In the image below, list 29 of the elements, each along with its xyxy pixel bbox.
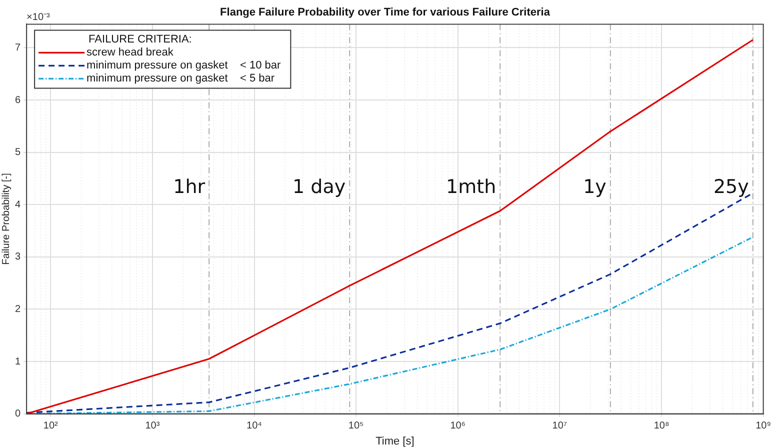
y-tick-label: 2	[15, 304, 21, 315]
legend-label: minimum pressure on gasket < 10 bar	[86, 60, 282, 72]
ref-line-label: 1y	[583, 176, 606, 198]
y-tick-label: 7	[15, 42, 21, 54]
x-axis-title: Time [s]	[376, 435, 414, 448]
x-tick-label: 10⁹	[756, 420, 771, 432]
legend-title: FAILURE CRITERIA:	[88, 34, 192, 46]
ref-line-label: 1hr	[173, 176, 206, 198]
legend-label: screw head break	[86, 46, 174, 59]
y-axis-title: Failure Probability [-]	[0, 172, 12, 265]
y-tick-label: 1	[15, 356, 21, 368]
x-tick-label: 10⁴	[246, 420, 262, 432]
y-tick-label: 4	[15, 199, 21, 210]
ref-line-label: 25y	[713, 176, 749, 198]
ref-line-label: 1mth	[446, 176, 496, 198]
y-tick-label: 5	[15, 147, 21, 158]
y-tick-label: 3	[15, 252, 21, 263]
x-tick-label: 10²	[43, 420, 59, 432]
ref-line-label: 1 day	[292, 176, 346, 198]
chart-title: Flange Failure Probability over Time for various Failure Criteria	[220, 6, 551, 19]
x-tick-label: 10⁶	[450, 420, 466, 432]
text: ×10⁻³	[26, 12, 51, 23]
x-tick-label: 10⁷	[552, 420, 568, 432]
y-tick-label: 6	[15, 94, 21, 106]
x-tick-label: 10³	[145, 420, 160, 432]
x-tick-label: 10⁵	[348, 420, 364, 432]
legend-label: minimum pressure on gasket < 5 bar	[86, 72, 275, 85]
y-tick-label: 0	[15, 408, 21, 420]
x-tick-label: 10⁸	[654, 420, 670, 432]
